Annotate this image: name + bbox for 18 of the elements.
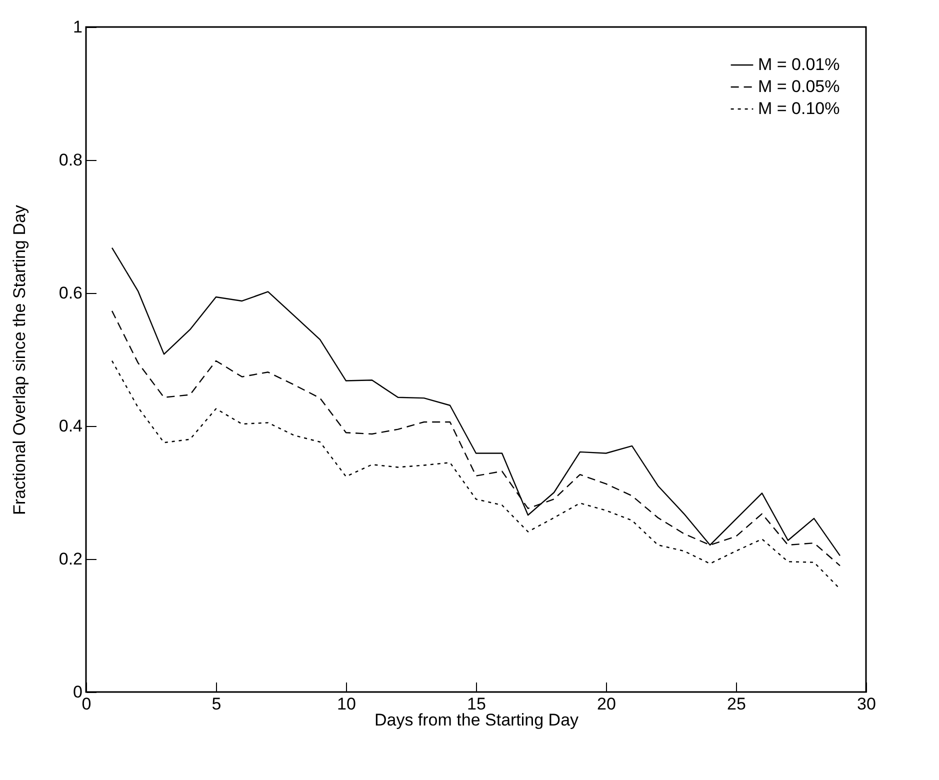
y-tick-label: 0.8 — [58, 150, 82, 170]
y-tick-label: 1 — [73, 18, 82, 36]
x-axis-title: Days from the Starting Day — [374, 710, 580, 730]
x-tick-label: 30 — [857, 694, 876, 714]
line-series — [111, 360, 841, 590]
y-tick-label: 0.6 — [58, 284, 82, 302]
legend-label: M = 0.10% — [758, 99, 840, 118]
legend-label: M = 0.05% — [758, 77, 840, 96]
x-tick-label: 25 — [727, 694, 746, 714]
y-tick-label: 0.4 — [58, 416, 82, 436]
x-tick-label: 15 — [467, 694, 486, 714]
x-tick-label: 20 — [597, 694, 616, 714]
legend-label: M = 0.01% — [758, 55, 840, 74]
y-axis-title: Fractional Overlap since the Starting Day — [10, 204, 29, 515]
x-tick-label: 5 — [212, 694, 222, 714]
y-tick-label: 0 — [73, 682, 82, 702]
x-tick-label: 10 — [337, 694, 356, 714]
y-tick-label: 0.2 — [58, 550, 82, 568]
